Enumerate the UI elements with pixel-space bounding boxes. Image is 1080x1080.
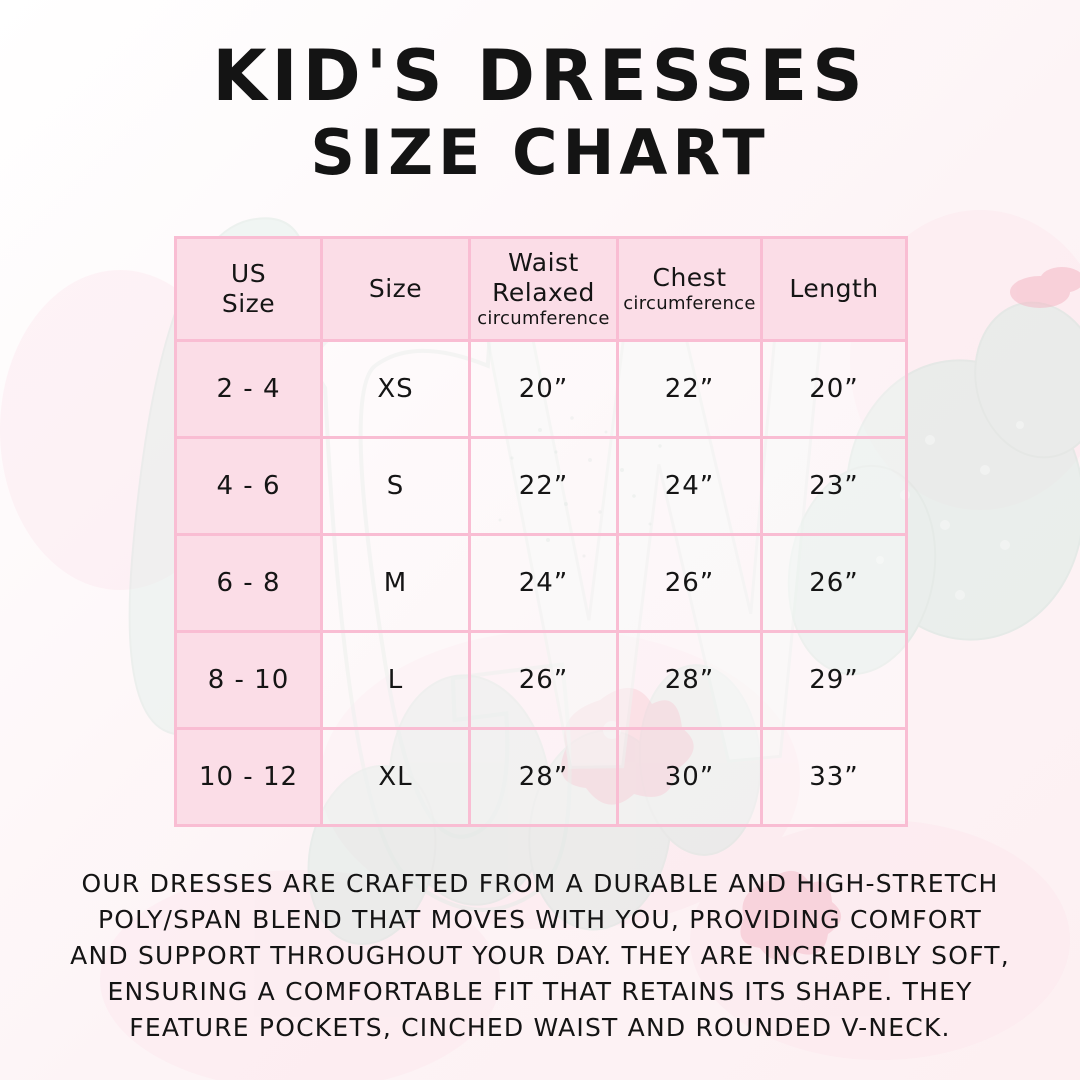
description-line: poly/span blend that moves with you, pro…: [98, 905, 982, 934]
page-title: KID'S DRESSES SIZE CHART: [0, 36, 1080, 190]
cell-us-size: 2 - 4: [174, 339, 323, 439]
header-cell-size: Size: [320, 236, 471, 342]
cell-size: S: [320, 436, 471, 536]
header-waist-line1: Waist: [508, 248, 579, 277]
cell-size: XS: [320, 339, 471, 439]
header-waist-sub: circumference: [477, 308, 610, 329]
description-line: and support throughout your day. They ar…: [70, 941, 1010, 970]
header-cell-waist: Waist Relaxed circumference: [468, 236, 619, 342]
header-us-size-line1: US: [230, 259, 267, 288]
cell-waist: 22”: [468, 436, 619, 536]
table-row: 2 - 4 XS 20” 22” 20”: [174, 339, 908, 439]
cell-length: 33”: [760, 727, 908, 827]
header-length-label: Length: [789, 274, 879, 303]
description-line: ensuring a comfortable fit that retains …: [107, 977, 973, 1006]
header-row: US Size Size Waist Relaxed circumference…: [174, 236, 908, 342]
cell-length: 26”: [760, 533, 908, 633]
cell-length: 20”: [760, 339, 908, 439]
header-size-label: Size: [368, 274, 423, 303]
description-line: Our dresses are crafted from a durable a…: [81, 869, 999, 898]
cell-chest: 26”: [616, 533, 763, 633]
header-chest-label: Chest: [652, 263, 727, 292]
title-line-secondary: SIZE CHART: [310, 116, 770, 189]
table-header: US Size Size Waist Relaxed circumference…: [174, 236, 908, 342]
cell-us-size: 10 - 12: [174, 727, 323, 827]
cell-length: 29”: [760, 630, 908, 730]
table-row: 6 - 8 M 24” 26” 26”: [174, 533, 908, 633]
header-cell-us-size: US Size: [174, 236, 323, 342]
title-line-primary: KID'S DRESSES: [212, 35, 868, 117]
cell-us-size: 6 - 8: [174, 533, 323, 633]
header-chest-sub: circumference: [623, 293, 756, 314]
cell-waist: 24”: [468, 533, 619, 633]
table-body: 2 - 4 XS 20” 22” 20” 4 - 6 S 22” 24” 23”…: [174, 339, 908, 827]
table-row: 8 - 10 L 26” 28” 29”: [174, 630, 908, 730]
cell-waist: 20”: [468, 339, 619, 439]
cell-us-size: 8 - 10: [174, 630, 323, 730]
cell-chest: 24”: [616, 436, 763, 536]
description-line: feature pockets, cinched waist and round…: [129, 1013, 951, 1042]
cell-size: M: [320, 533, 471, 633]
header-cell-chest: Chest circumference: [616, 236, 763, 342]
cell-waist: 28”: [468, 727, 619, 827]
size-chart-table: US Size Size Waist Relaxed circumference…: [174, 236, 908, 827]
cell-size: L: [320, 630, 471, 730]
product-description: Our dresses are crafted from a durable a…: [40, 866, 1040, 1046]
cell-length: 23”: [760, 436, 908, 536]
header-waist-line2: Relaxed: [492, 278, 595, 307]
cell-chest: 22”: [616, 339, 763, 439]
table-row: 10 - 12 XL 28” 30” 33”: [174, 727, 908, 827]
header-us-size-line2: Size: [221, 289, 276, 318]
cell-us-size: 4 - 6: [174, 436, 323, 536]
cell-chest: 30”: [616, 727, 763, 827]
header-cell-length: Length: [760, 236, 908, 342]
table-row: 4 - 6 S 22” 24” 23”: [174, 436, 908, 536]
cell-waist: 26”: [468, 630, 619, 730]
cell-chest: 28”: [616, 630, 763, 730]
cell-size: XL: [320, 727, 471, 827]
